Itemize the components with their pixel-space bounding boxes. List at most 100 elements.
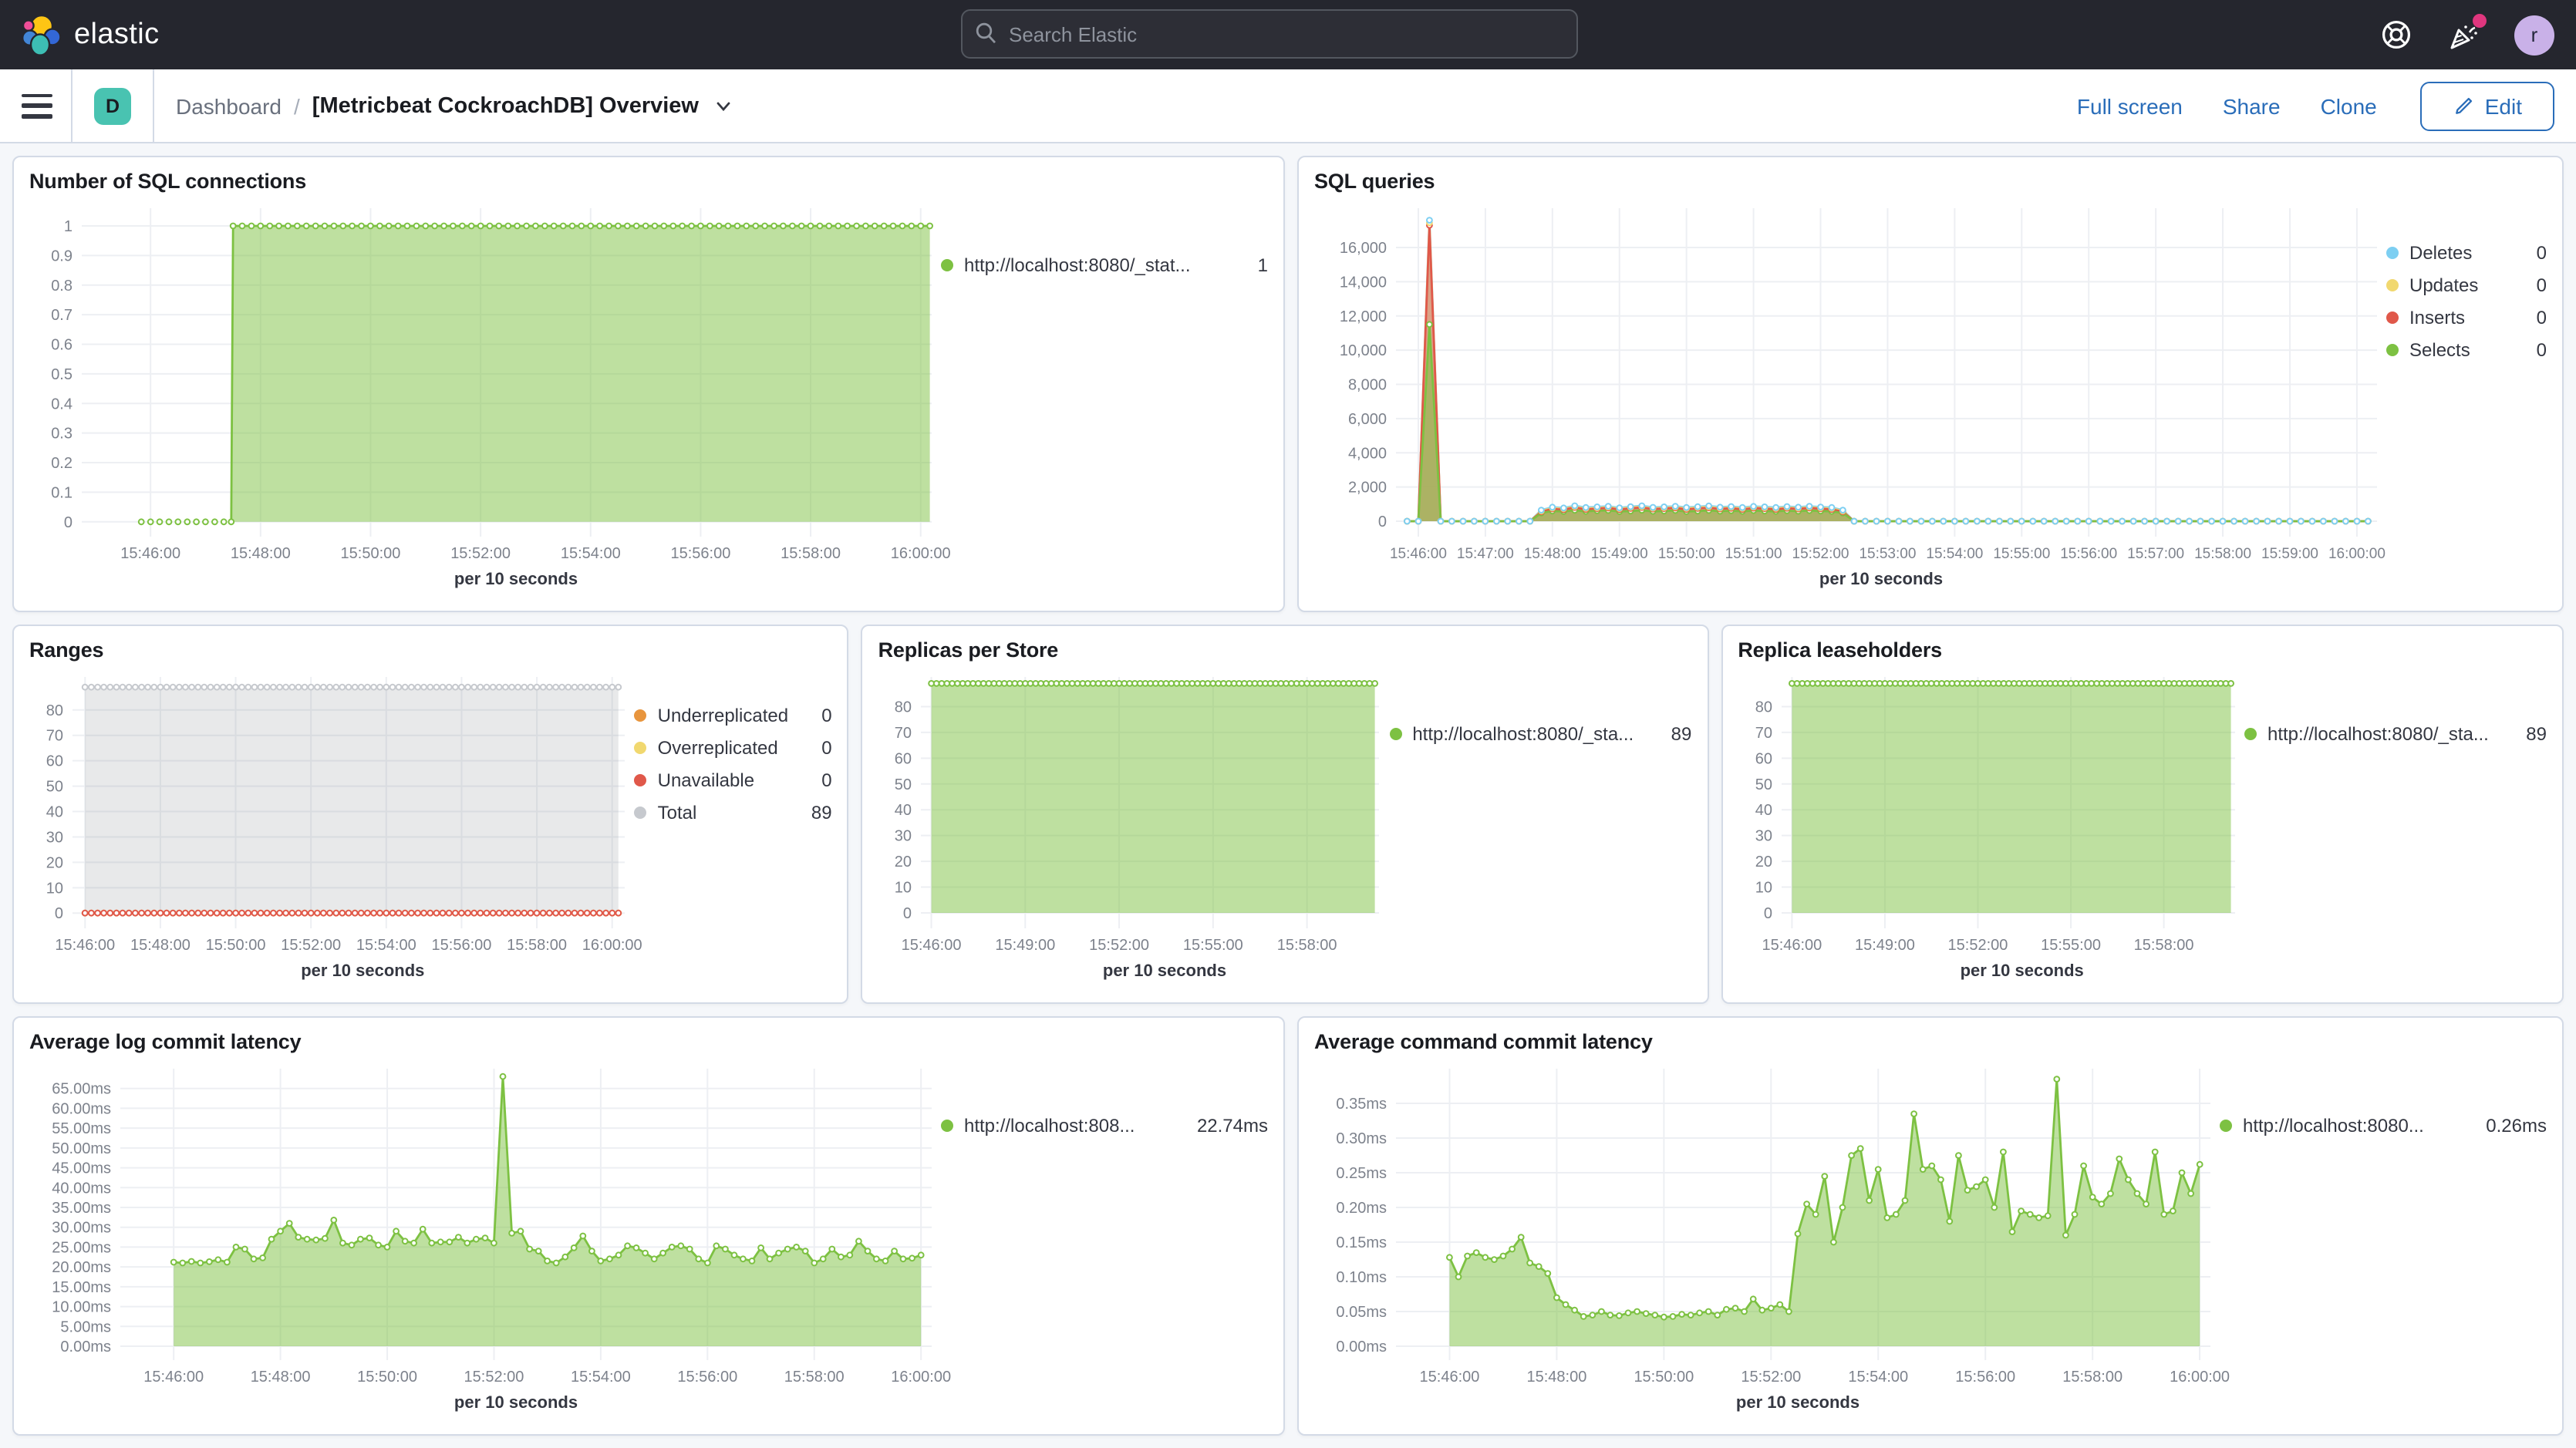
svg-text:12,000: 12,000: [1340, 308, 1387, 325]
svg-text:30: 30: [46, 829, 63, 846]
legend-value: 89: [811, 801, 832, 823]
svg-text:0.30ms: 0.30ms: [1336, 1130, 1387, 1147]
panel-number-of-sql-connections: Number of SQL connections 0 0.1 0.2 0.3 0.4 0…: [12, 156, 1285, 612]
legend-color-dot: [941, 258, 953, 271]
svg-text:15:58:00: 15:58:00: [2133, 937, 2193, 954]
svg-text:50: 50: [46, 779, 63, 796]
svg-text:0.3: 0.3: [51, 426, 72, 443]
legend-color-dot: [2386, 311, 2399, 323]
legend-label: http://localhost:8080/_stat...: [964, 254, 1191, 275]
legend-item[interactable]: Deletes 0: [2386, 236, 2547, 268]
svg-text:10.00ms: 10.00ms: [52, 1299, 111, 1316]
svg-text:15:56:00: 15:56:00: [2060, 546, 2117, 562]
svg-text:20: 20: [895, 854, 912, 870]
legend-value: 0: [2536, 241, 2547, 263]
legend-item[interactable]: Total 89: [634, 796, 832, 828]
legend-label: http://localhost:8080/_sta...: [2267, 722, 2489, 744]
svg-text:10,000: 10,000: [1340, 342, 1387, 359]
legend-item[interactable]: http://localhost:808... 22.74ms: [941, 1109, 1268, 1141]
svg-text:8,000: 8,000: [1348, 377, 1387, 394]
svg-text:6,000: 6,000: [1348, 411, 1387, 428]
help-button[interactable]: [2379, 18, 2412, 52]
svg-text:20: 20: [1755, 854, 1772, 870]
breadcrumb-separator: /: [294, 93, 300, 118]
svg-text:15:56:00: 15:56:00: [432, 937, 492, 954]
panel-replica-leaseholders: Replica leaseholders 0 10 20 30 40 50 60 70 80 15…: [1721, 625, 2564, 1004]
legend-label: http://localhost:808...: [964, 1114, 1135, 1136]
x-axis-caption: per 10 seconds: [1960, 962, 2084, 981]
svg-text:15:48:00: 15:48:00: [1524, 546, 1581, 562]
legend-value: 0.26ms: [2486, 1114, 2547, 1136]
legend-item[interactable]: Inserts 0: [2386, 301, 2547, 333]
edit-button[interactable]: Edit: [2419, 81, 2554, 130]
svg-text:15:50:00: 15:50:00: [357, 1369, 417, 1386]
svg-text:0: 0: [64, 514, 72, 531]
svg-text:0.00ms: 0.00ms: [1336, 1339, 1387, 1355]
panel-average-command-commit-latency: Average command commit latency 0.00ms 0.0…: [1297, 1016, 2564, 1436]
legend-item[interactable]: http://localhost:8080/_sta... 89: [2244, 717, 2547, 749]
newsfeed-button[interactable]: [2446, 13, 2487, 52]
panel-title: Number of SQL connections: [29, 170, 307, 193]
svg-text:14,000: 14,000: [1340, 274, 1387, 291]
panel-title: Replicas per Store: [878, 638, 1059, 662]
svg-text:15:54:00: 15:54:00: [571, 1369, 631, 1386]
breadcrumb-dashboard[interactable]: Dashboard: [176, 93, 282, 118]
share-button[interactable]: Share: [2222, 93, 2281, 118]
panel-sql-queries: SQL queries 0 2,000 4,000 6,000 8,000 10,000 1…: [1297, 156, 2564, 612]
svg-text:15:58:00: 15:58:00: [784, 1369, 845, 1386]
legend-item[interactable]: http://localhost:8080/_sta... 89: [1389, 717, 1691, 749]
chart-replicas-per-store: 0 10 20 30 40 50 60 70 80 15:46:00 15:49:00 15:52:0…: [878, 665, 1390, 962]
legend-value: 0: [2536, 274, 2547, 295]
legend-item[interactable]: http://localhost:8080... 0.26ms: [2220, 1109, 2547, 1141]
svg-text:50: 50: [1755, 776, 1772, 793]
svg-text:60: 60: [46, 753, 63, 770]
svg-text:0.20ms: 0.20ms: [1336, 1200, 1387, 1217]
dashboard-grid: Number of SQL connections 0 0.1 0.2 0.3 0.4 0…: [0, 143, 2576, 1448]
legend-item[interactable]: Unavailable 0: [634, 763, 832, 796]
legend-color-dot: [2244, 727, 2257, 739]
svg-text:15:50:00: 15:50:00: [1658, 546, 1715, 562]
svg-text:15:52:00: 15:52:00: [450, 545, 511, 562]
legend-color-dot: [634, 709, 647, 721]
svg-text:20.00ms: 20.00ms: [52, 1259, 111, 1276]
legend-item[interactable]: Overreplicated 0: [634, 731, 832, 763]
avatar[interactable]: r: [2514, 15, 2554, 55]
legend-label: http://localhost:8080/_sta...: [1412, 722, 1634, 744]
panel-average-log-commit-latency: Average log commit latency 0.00ms 5.00ms 1…: [12, 1016, 1285, 1436]
svg-text:40: 40: [46, 804, 63, 821]
svg-text:0: 0: [55, 905, 63, 922]
svg-text:15:58:00: 15:58:00: [507, 937, 567, 954]
legend-item[interactable]: Updates 0: [2386, 268, 2547, 301]
svg-text:15:50:00: 15:50:00: [206, 937, 266, 954]
svg-text:15:53:00: 15:53:00: [1859, 546, 1916, 562]
title-options-button[interactable]: [714, 96, 733, 115]
chart-legend: http://localhost:8080/_sta... 89: [1389, 665, 1691, 990]
full-screen-button[interactable]: Full screen: [2076, 93, 2183, 118]
svg-text:16:00:00: 16:00:00: [891, 1369, 951, 1386]
svg-text:0.9: 0.9: [51, 248, 72, 264]
legend-item[interactable]: Selects 0: [2386, 333, 2547, 365]
menu-icon[interactable]: [22, 93, 52, 118]
x-axis-caption: per 10 seconds: [1819, 571, 1944, 589]
svg-text:15:46:00: 15:46:00: [1420, 1369, 1480, 1386]
clone-button[interactable]: Clone: [2320, 93, 2377, 118]
legend-item[interactable]: http://localhost:8080/_stat... 1: [941, 248, 1268, 281]
svg-text:1: 1: [64, 218, 72, 235]
legend-color-dot: [2220, 1119, 2232, 1131]
elastic-logo[interactable]: elastic: [22, 13, 160, 56]
legend-item[interactable]: Underreplicated 0: [634, 699, 832, 731]
svg-text:0.4: 0.4: [51, 396, 72, 413]
search-input[interactable]: [961, 9, 1578, 59]
panel-title: Replica leaseholders: [1738, 638, 1942, 662]
svg-text:50.00ms: 50.00ms: [52, 1140, 111, 1157]
svg-text:15:50:00: 15:50:00: [341, 545, 401, 562]
svg-text:15:56:00: 15:56:00: [677, 1369, 737, 1386]
legend-value: 0: [2536, 306, 2547, 328]
legend-color-dot: [941, 1119, 953, 1131]
space-badge[interactable]: D: [94, 87, 131, 124]
svg-text:15:48:00: 15:48:00: [231, 545, 291, 562]
divider: [153, 69, 154, 143]
svg-text:0.10ms: 0.10ms: [1336, 1269, 1387, 1286]
svg-text:0.8: 0.8: [51, 278, 72, 295]
